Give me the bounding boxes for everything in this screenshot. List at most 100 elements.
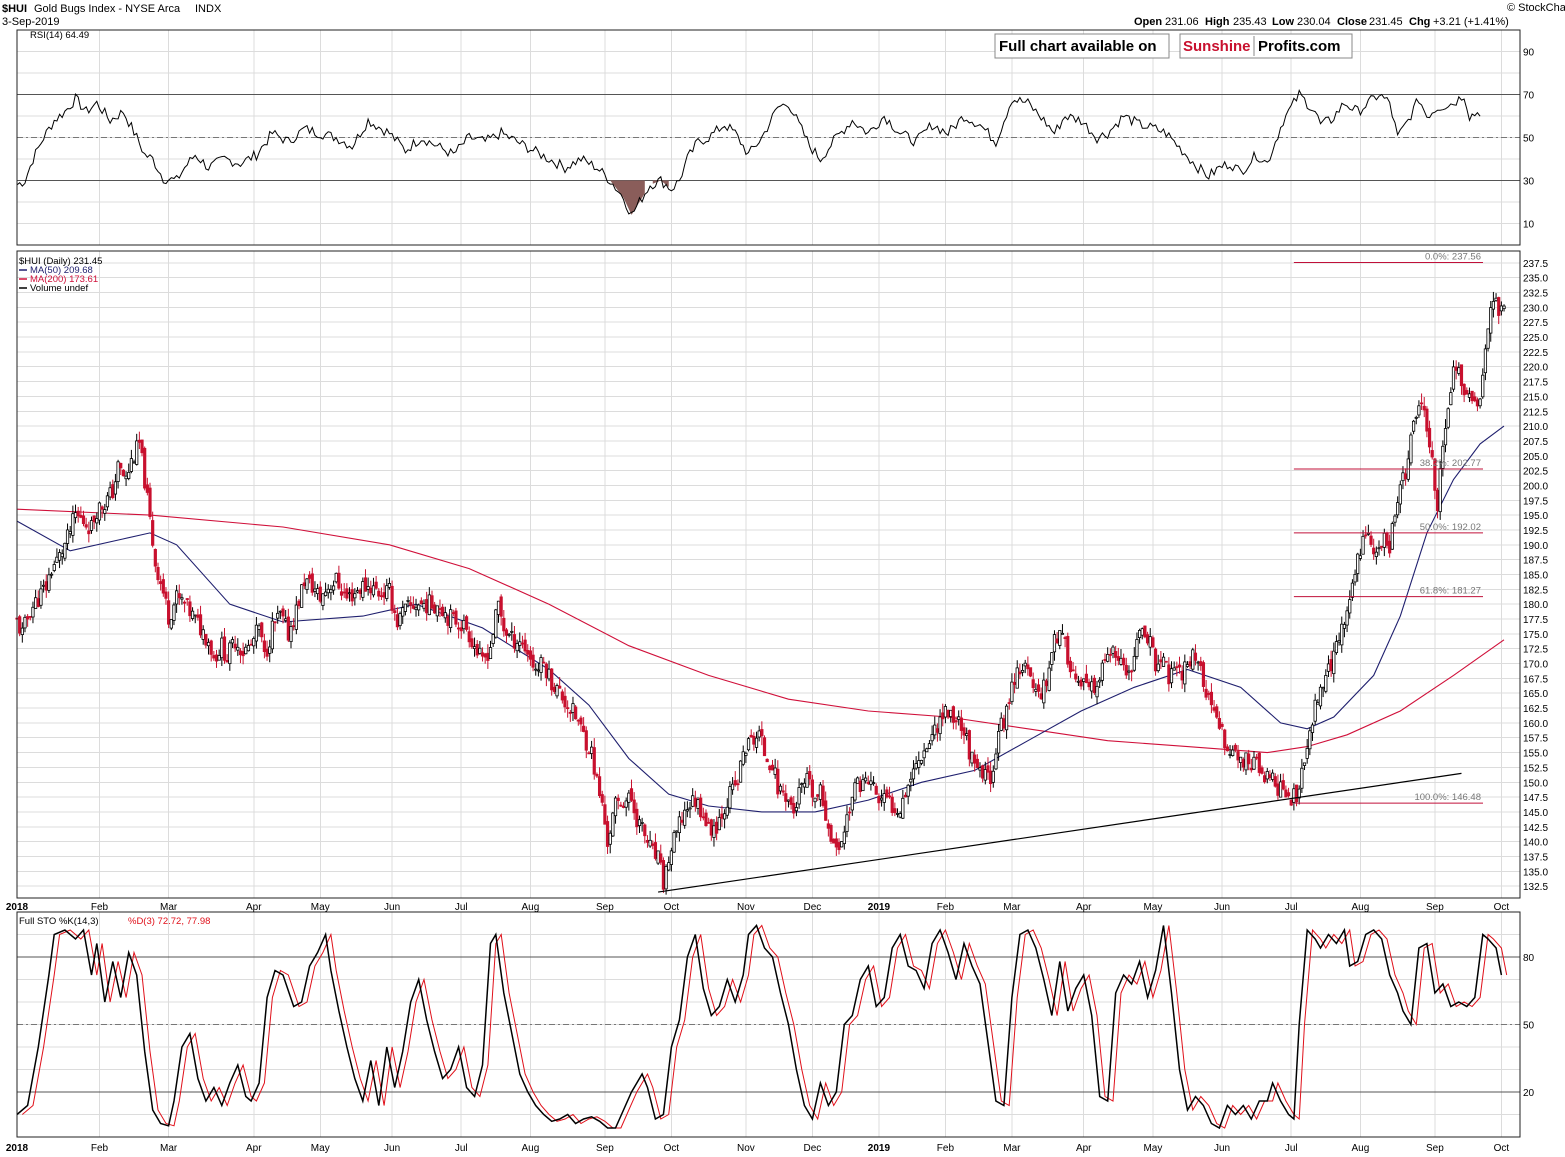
candle-down [576,719,580,722]
candle-up [347,592,352,595]
price-tick-label: 137.5 [1523,852,1548,863]
candle-down [297,600,301,607]
candle-down [1268,774,1272,779]
candle-up [55,556,59,563]
candle-up [278,610,282,613]
sto-tick-label: 50 [1523,1021,1535,1032]
candle-down [1422,405,1426,411]
candle-down [502,617,506,632]
price-tick-label: 165.0 [1523,689,1548,700]
candle-down [342,591,346,594]
candle-down [1425,408,1429,432]
candle-up [786,799,791,802]
candle-up [31,606,35,618]
price-panel: 132.5 135.0 137.5 140.0 142.5 145.0 147.5 150.0… [15,250,1548,899]
candle-down [1364,534,1368,537]
candle-down [1167,664,1171,685]
candle-up [1156,663,1160,672]
candle-up [850,796,854,811]
candle-down [81,515,86,525]
candle-down [209,640,213,655]
x-axis-label: Feb [91,902,109,913]
candle-up [656,850,660,864]
candle-up [589,746,594,754]
candle-up [879,797,884,801]
candle-down [1193,652,1198,661]
candle-down [382,592,386,598]
rsi-tick-label: 50 [1523,134,1535,145]
candle-up [1321,687,1325,690]
candle-down [145,484,149,493]
candle-up [1443,428,1448,446]
candle-up [818,784,822,800]
fib-level-label: 0.0%: 237.56 [1425,252,1481,263]
candle-down [824,800,828,821]
candle-up [957,716,961,720]
candle-down [1223,729,1227,749]
candle-down [550,668,554,691]
candle-down [467,631,471,643]
candle-up [518,641,522,646]
candle-up [1292,788,1296,803]
candle-up [47,574,51,591]
candle-down [765,758,769,763]
candle-up [1297,788,1301,799]
candle-down [834,838,838,848]
candle-up [1417,405,1421,416]
candle-up [449,609,453,628]
candle-up [1161,656,1166,667]
candle-up [802,782,807,788]
candle-up [778,785,783,792]
candle-up [1451,366,1456,390]
candle-up [730,783,735,791]
candle-up [49,573,54,576]
candle-up [555,685,559,697]
x-axis-label: Apr [1076,902,1092,913]
candle-up [696,799,700,809]
candle-up [71,513,75,536]
candle-down [528,650,533,660]
candle-up [488,647,493,660]
candle-down [568,711,572,714]
candle-up [685,809,689,812]
x-axis-label: Aug [522,902,540,913]
x-axis-label: Jun [1214,902,1230,913]
x-axis-label-bottom: Apr [1076,1143,1092,1154]
candle-up [427,594,431,616]
candle-down [79,514,83,518]
candle-down [164,591,168,599]
candle-down [1385,532,1389,546]
candle-down [709,819,713,836]
candle-up [1348,599,1352,614]
candle-down [84,524,88,528]
watermark: Full chart available on Sunshine Profits… [994,33,1353,59]
candle-up [728,786,732,809]
candle-up [725,806,729,816]
candle-up [871,782,876,785]
candle-up [52,564,56,571]
candle-down [1071,669,1075,672]
candle-up [853,782,857,801]
candle-down [390,585,394,611]
candle-down [512,634,517,649]
candle-down [837,842,841,851]
price-tick-label: 222.5 [1523,348,1548,359]
price-tick-label: 175.0 [1523,630,1548,641]
candle-up [246,645,251,652]
candle-up [1106,654,1110,662]
candle-up [757,730,761,738]
candle-up [1411,420,1416,432]
candle-down [1122,657,1126,666]
candle-down [1497,297,1501,316]
rsi-tick-label: 10 [1523,220,1535,231]
candle-down [475,643,479,656]
candle-down [1199,661,1203,667]
candle-up [898,813,902,818]
candle-up [1398,484,1402,505]
price-tick-label: 177.5 [1523,615,1548,626]
candle-up [95,518,99,524]
x-axis-label: 2019 [868,902,891,913]
candle-up [201,629,205,640]
support-trendline [658,772,1462,893]
price-tick-label: 187.5 [1523,556,1548,567]
